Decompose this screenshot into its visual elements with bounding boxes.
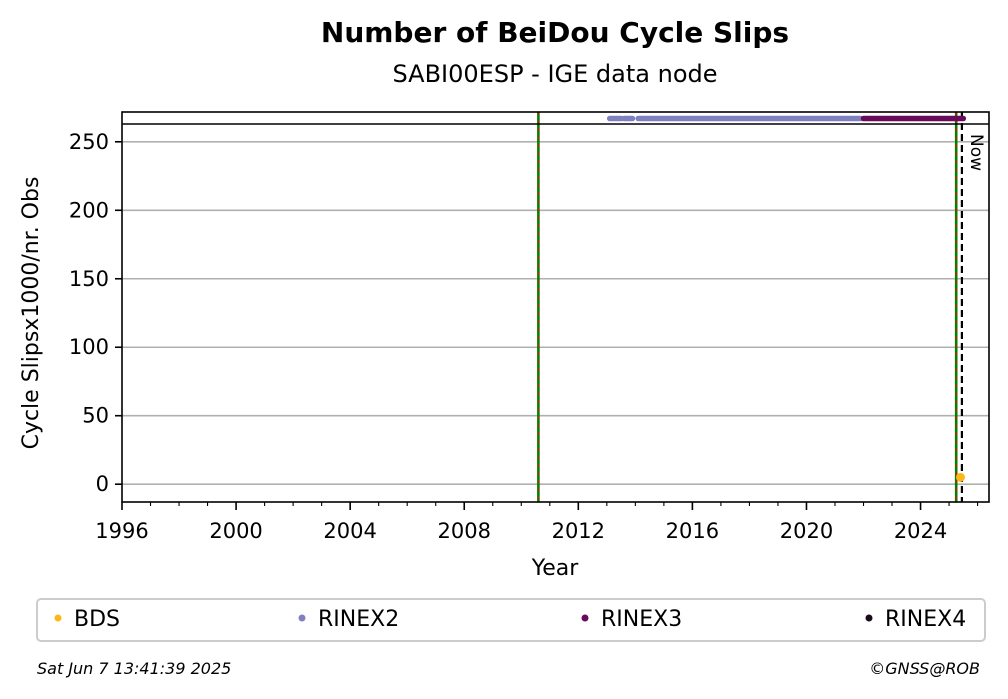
y-tick-label: 200 [69,198,109,222]
chart-subtitle: SABI00ESP - IGE data node [392,60,717,88]
y-tick-label: 250 [69,130,109,154]
now-label: Now [966,134,986,171]
y-tick-label: 150 [69,267,109,291]
x-tick-label: 2016 [666,519,719,543]
legend-marker-rinex4 [865,614,873,622]
plot-frame [121,111,990,503]
legend-marker-rinex2 [298,614,306,622]
legend-label-bds: BDS [74,607,120,632]
x-tick-label: 2024 [894,519,947,543]
x-axis-ticks: 1996 2000 2004 2008 2012 2016 2020 2024 [95,502,979,543]
plot-border [121,111,990,503]
y-tick-label: 100 [69,335,109,359]
footer-credit: ©GNSS@ROB [869,659,980,678]
legend: BDS RINEX2 RINEX3 RINEX4 [36,598,986,642]
y-axis-ticks: 0 50 100 150 200 250 [69,130,122,496]
x-tick-label: 2012 [552,519,605,543]
x-tick-label: 2020 [780,519,833,543]
vertical-markers: Now [537,112,986,502]
chart-title: Number of BeiDou Cycle Slips [321,16,789,49]
data-series [606,115,967,482]
x-axis-label: Year [531,556,580,581]
legend-frame [36,598,986,642]
legend-marker-bds [54,614,62,622]
legend-label-rinex3: RINEX3 [601,607,682,632]
x-tick-label: 2004 [323,519,376,543]
y-tick-label: 50 [82,404,109,428]
y-tick-label: 0 [96,472,109,496]
footer-timestamp: Sat Jun 7 13:41:39 2025 [37,659,231,678]
series-point-bds [955,472,965,482]
legend-label-rinex2: RINEX2 [318,607,399,632]
legend-marker-rinex3 [581,614,589,622]
x-tick-label: 1996 [95,519,148,543]
legend-label-rinex4: RINEX4 [885,607,966,632]
y-axis-label: Cycle Slipsx1000/nr. Obs [19,177,44,450]
grid-lines [122,141,989,485]
x-tick-label: 2008 [438,519,491,543]
x-tick-label: 2000 [209,519,262,543]
